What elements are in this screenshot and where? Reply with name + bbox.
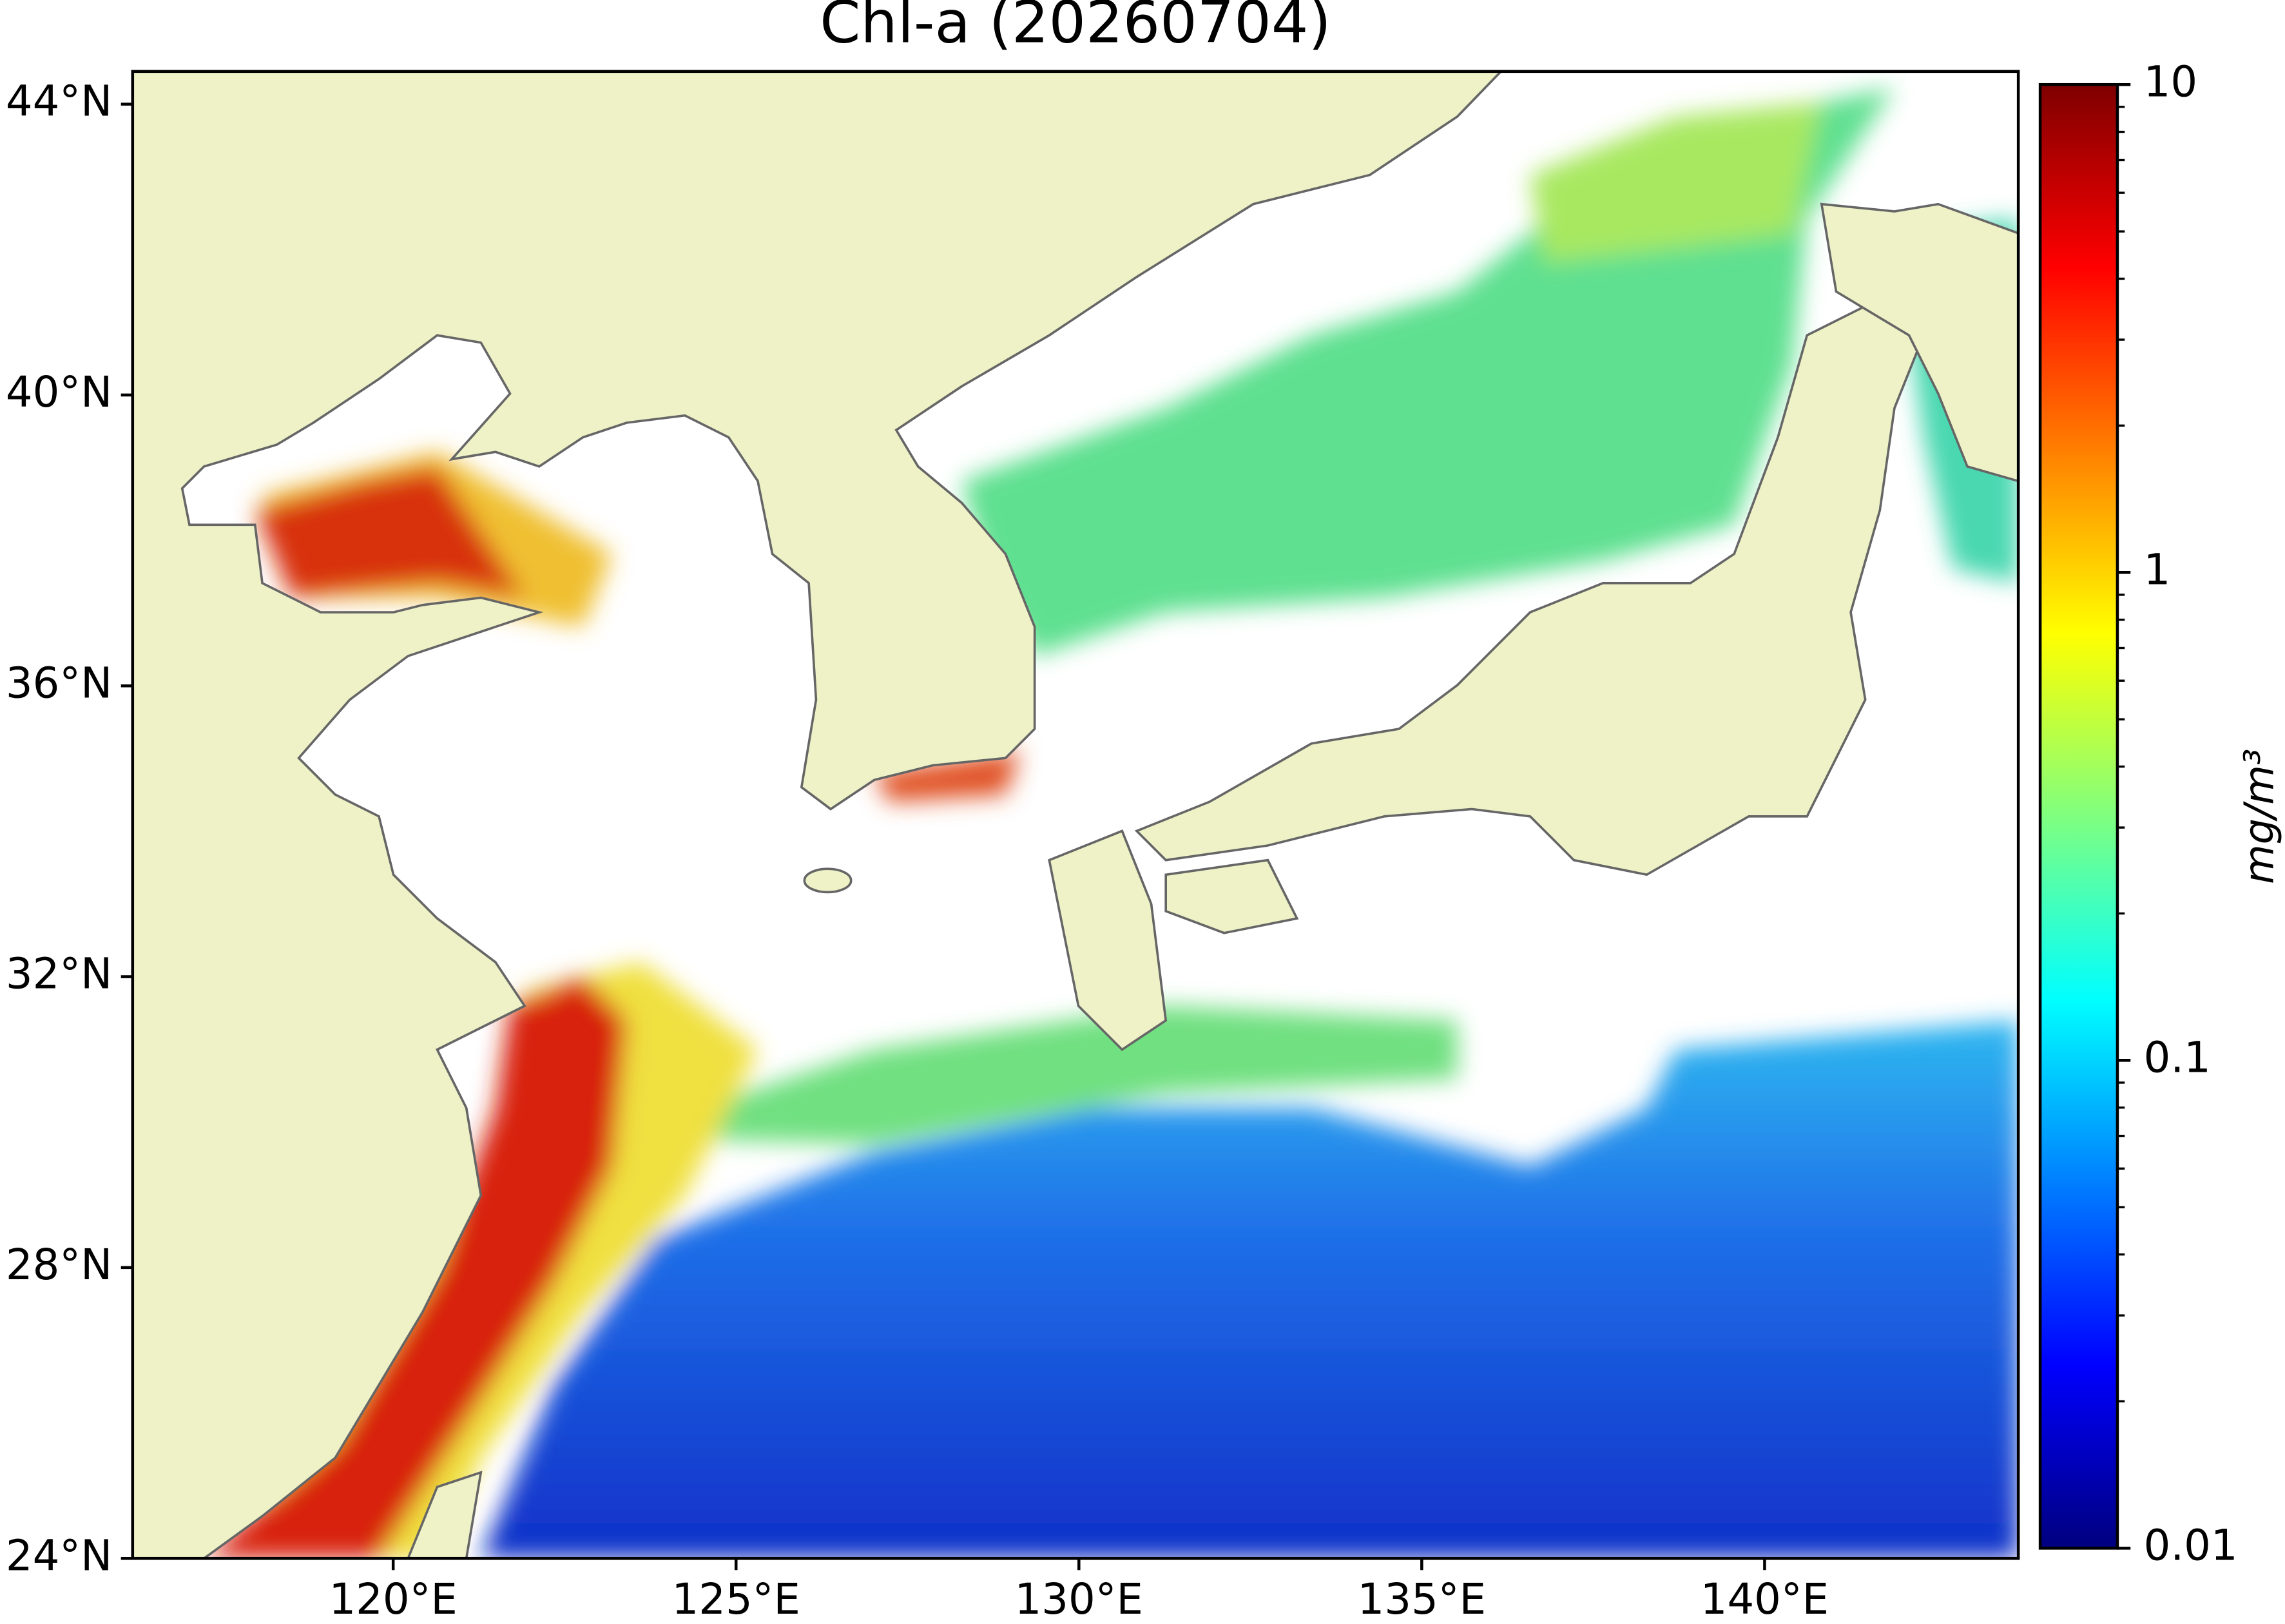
colorbar xyxy=(2038,82,2119,1550)
asia-mainland xyxy=(132,71,1503,1559)
colorbar-label: mg/m³ xyxy=(2235,749,2282,884)
north-field xyxy=(1530,102,1822,263)
x-tick-label: 135°E xyxy=(1358,1575,1486,1624)
y-tick-label: 44°N xyxy=(6,77,112,126)
colorbar-tick-label: 1 xyxy=(2144,545,2171,594)
bohai-red-field xyxy=(255,466,525,598)
y-tick-label: 28°N xyxy=(6,1241,112,1290)
x-tick-label: 140°E xyxy=(1701,1575,1829,1624)
jeju xyxy=(803,867,853,894)
map-area xyxy=(132,71,2019,1559)
colorbar-tick-label: 10 xyxy=(2144,57,2197,106)
x-tick-label: 130°E xyxy=(1015,1575,1143,1624)
shikoku xyxy=(1164,858,1299,934)
kuroshio-field xyxy=(612,1005,1458,1145)
taiwan xyxy=(407,1471,483,1559)
colorbar-tick-label: 0.1 xyxy=(2144,1033,2211,1082)
y-tick-label: 40°N xyxy=(6,368,112,417)
korea-south-field xyxy=(874,750,1021,802)
coastal-red-field xyxy=(204,976,627,1559)
hokkaido xyxy=(1820,202,2019,483)
colorbar-tick-label: 0.01 xyxy=(2144,1521,2238,1570)
kyushu xyxy=(1048,829,1168,1052)
y-tick-label: 32°N xyxy=(6,950,112,999)
map-title: Chl-a (20260704) xyxy=(820,0,1331,57)
x-tick-label: 120°E xyxy=(329,1575,457,1624)
honshu xyxy=(1134,290,1925,876)
y-tick-label: 36°N xyxy=(6,659,112,708)
pacific-field xyxy=(481,1020,2019,1559)
x-tick-label: 125°E xyxy=(672,1575,800,1624)
y-tick-label: 24°N xyxy=(6,1531,112,1580)
map-frame xyxy=(131,70,2020,1560)
